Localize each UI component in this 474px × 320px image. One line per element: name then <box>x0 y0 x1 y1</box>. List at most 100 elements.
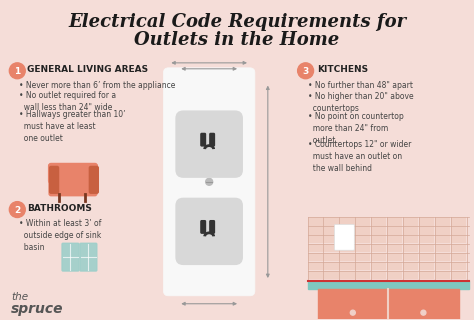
Bar <box>435 218 450 226</box>
Bar <box>339 271 355 279</box>
Bar <box>403 271 418 279</box>
Bar <box>339 253 355 261</box>
Bar <box>356 218 370 226</box>
Bar <box>419 235 434 244</box>
Bar <box>435 244 450 252</box>
Bar <box>371 253 386 261</box>
Bar <box>435 271 450 279</box>
Text: Outlets in the Home: Outlets in the Home <box>134 31 340 49</box>
Bar <box>308 235 323 244</box>
Bar <box>419 262 434 270</box>
Bar <box>318 289 459 320</box>
FancyBboxPatch shape <box>50 166 59 193</box>
Text: spruce: spruce <box>11 302 64 316</box>
FancyBboxPatch shape <box>210 133 214 146</box>
Bar <box>356 262 370 270</box>
FancyBboxPatch shape <box>62 243 79 271</box>
Bar <box>435 235 450 244</box>
FancyBboxPatch shape <box>201 221 206 233</box>
Bar <box>387 244 402 252</box>
Bar <box>387 218 402 226</box>
Bar <box>387 227 402 235</box>
Bar <box>451 235 466 244</box>
Bar <box>308 253 323 261</box>
Bar <box>323 271 338 279</box>
Bar <box>451 253 466 261</box>
Text: • No point on countertop
  more than 24" from
  outlet: • No point on countertop more than 24" f… <box>308 112 403 145</box>
Bar <box>371 235 386 244</box>
Bar <box>371 227 386 235</box>
Text: • Within at least 3’ of
  outside edge of sink
  basin: • Within at least 3’ of outside edge of … <box>19 220 101 252</box>
Circle shape <box>350 310 356 315</box>
Bar <box>419 253 434 261</box>
Text: the: the <box>11 292 28 302</box>
FancyBboxPatch shape <box>175 198 243 265</box>
Bar <box>403 253 418 261</box>
Bar <box>403 244 418 252</box>
Bar <box>403 227 418 235</box>
Bar <box>403 262 418 270</box>
Bar <box>308 281 469 289</box>
Bar <box>435 253 450 261</box>
Bar <box>403 235 418 244</box>
Circle shape <box>9 202 25 218</box>
Bar <box>435 227 450 235</box>
Bar <box>308 227 323 235</box>
Text: • Never more than 6’ from the appliance: • Never more than 6’ from the appliance <box>19 81 176 90</box>
Bar <box>435 262 450 270</box>
FancyBboxPatch shape <box>90 166 98 193</box>
Bar <box>339 262 355 270</box>
Circle shape <box>9 63 25 79</box>
Bar <box>419 244 434 252</box>
Circle shape <box>298 63 313 79</box>
Text: • Hallways greater than 10’
  must have at least
  one outlet: • Hallways greater than 10’ must have at… <box>19 110 126 142</box>
FancyBboxPatch shape <box>210 221 214 233</box>
Bar <box>419 271 434 279</box>
Bar <box>451 271 466 279</box>
FancyBboxPatch shape <box>335 224 354 250</box>
Text: • No outlet required for a
  wall less than 24" wide: • No outlet required for a wall less tha… <box>19 91 117 112</box>
Text: • Countertops 12" or wider
  must have an outlet on
  the wall behind: • Countertops 12" or wider must have an … <box>308 140 411 173</box>
Bar <box>451 244 466 252</box>
Bar <box>323 262 338 270</box>
Text: • No higher than 20" above
  countertops: • No higher than 20" above countertops <box>308 92 413 113</box>
Circle shape <box>421 310 426 315</box>
Bar <box>339 218 355 226</box>
Bar <box>323 253 338 261</box>
Bar <box>308 262 323 270</box>
Bar <box>339 227 355 235</box>
Bar <box>451 218 466 226</box>
FancyBboxPatch shape <box>164 68 255 296</box>
Bar <box>451 262 466 270</box>
Bar <box>387 262 402 270</box>
Bar <box>356 235 370 244</box>
Bar <box>356 271 370 279</box>
Bar <box>419 218 434 226</box>
Circle shape <box>206 178 213 185</box>
Bar <box>371 244 386 252</box>
Text: • No further than 48" apart: • No further than 48" apart <box>308 81 412 90</box>
Bar <box>323 218 338 226</box>
FancyBboxPatch shape <box>49 178 97 196</box>
Bar <box>323 235 338 244</box>
Bar <box>371 218 386 226</box>
Bar <box>419 227 434 235</box>
Bar <box>308 218 323 226</box>
Bar <box>308 271 323 279</box>
Bar <box>308 244 323 252</box>
Bar <box>339 244 355 252</box>
Text: 3: 3 <box>302 67 309 76</box>
Bar <box>356 253 370 261</box>
Bar <box>451 227 466 235</box>
Bar <box>371 262 386 270</box>
Text: KITCHENS: KITCHENS <box>318 65 369 74</box>
Bar <box>323 227 338 235</box>
Bar <box>323 244 338 252</box>
Text: 2: 2 <box>14 205 20 215</box>
Bar <box>387 271 402 279</box>
FancyBboxPatch shape <box>80 243 97 271</box>
Bar <box>403 218 418 226</box>
Bar <box>371 271 386 279</box>
Text: BATHROOMS: BATHROOMS <box>27 204 92 213</box>
Bar <box>387 235 402 244</box>
